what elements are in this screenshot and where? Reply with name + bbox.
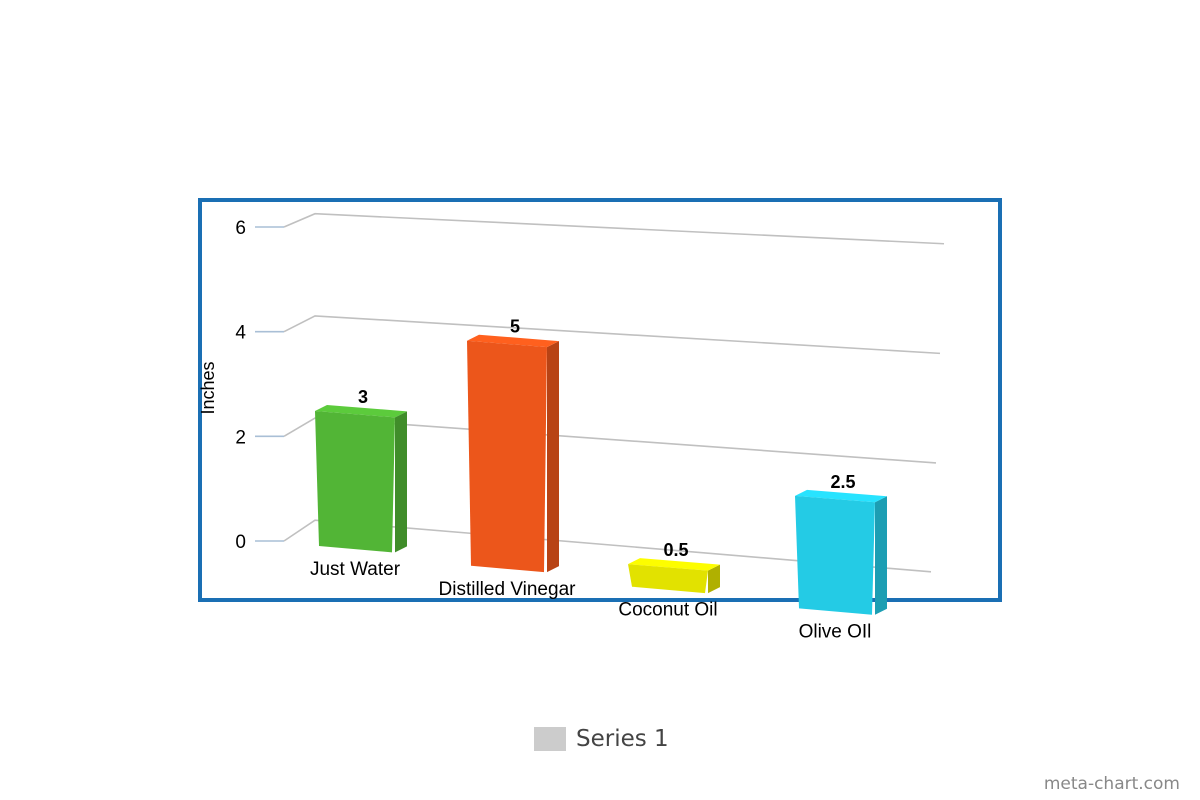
category-label: Just Water: [310, 559, 401, 580]
category-label: Distilled Vinegar: [439, 579, 577, 600]
gridline: [283, 519, 932, 573]
y-tick-label: 4: [235, 323, 246, 344]
data-label: 0.5: [663, 540, 688, 560]
chart-frame: [198, 198, 1002, 602]
y-axis-ticks: 0 2 4 6: [235, 218, 284, 553]
bar-top: [315, 404, 407, 418]
bar-front: [315, 410, 395, 553]
y-axis-title: Inches: [198, 361, 218, 414]
bar-top: [795, 489, 887, 503]
data-label: 5: [510, 317, 520, 337]
bar-side: [547, 341, 559, 573]
bar-front: [795, 495, 875, 615]
data-label: 2.5: [830, 472, 855, 492]
bar[interactable]: [467, 334, 559, 573]
bars: [315, 334, 887, 615]
gridline: [283, 315, 941, 355]
y-tick-label: 0: [235, 532, 246, 553]
bar-front: [467, 340, 547, 573]
y-tick-label: 6: [235, 218, 246, 239]
labels: 3 Just Water 5 Distilled Vinegar 0.5 Coconut …: [310, 317, 871, 643]
watermark: meta-chart.com: [1043, 774, 1180, 794]
gridlines: [283, 212, 945, 573]
gridline: [283, 417, 937, 464]
legend-swatch: [534, 727, 566, 751]
bar-side: [395, 411, 407, 553]
bar-front: [628, 564, 708, 594]
bar[interactable]: [628, 558, 720, 594]
legend-label: Series 1: [576, 726, 669, 752]
bar[interactable]: [315, 404, 407, 553]
bar-top: [628, 558, 720, 571]
data-label: 3: [358, 387, 368, 407]
bar-top: [467, 334, 559, 348]
gridline: [283, 212, 945, 245]
bar-side: [875, 496, 887, 615]
category-label: Olive OIl: [799, 621, 872, 642]
category-label: Coconut Oil: [618, 600, 717, 621]
y-tick-label: 2: [235, 427, 246, 448]
bar-side: [708, 564, 720, 594]
legend[interactable]: Series 1: [534, 726, 669, 752]
bar[interactable]: [795, 489, 887, 615]
